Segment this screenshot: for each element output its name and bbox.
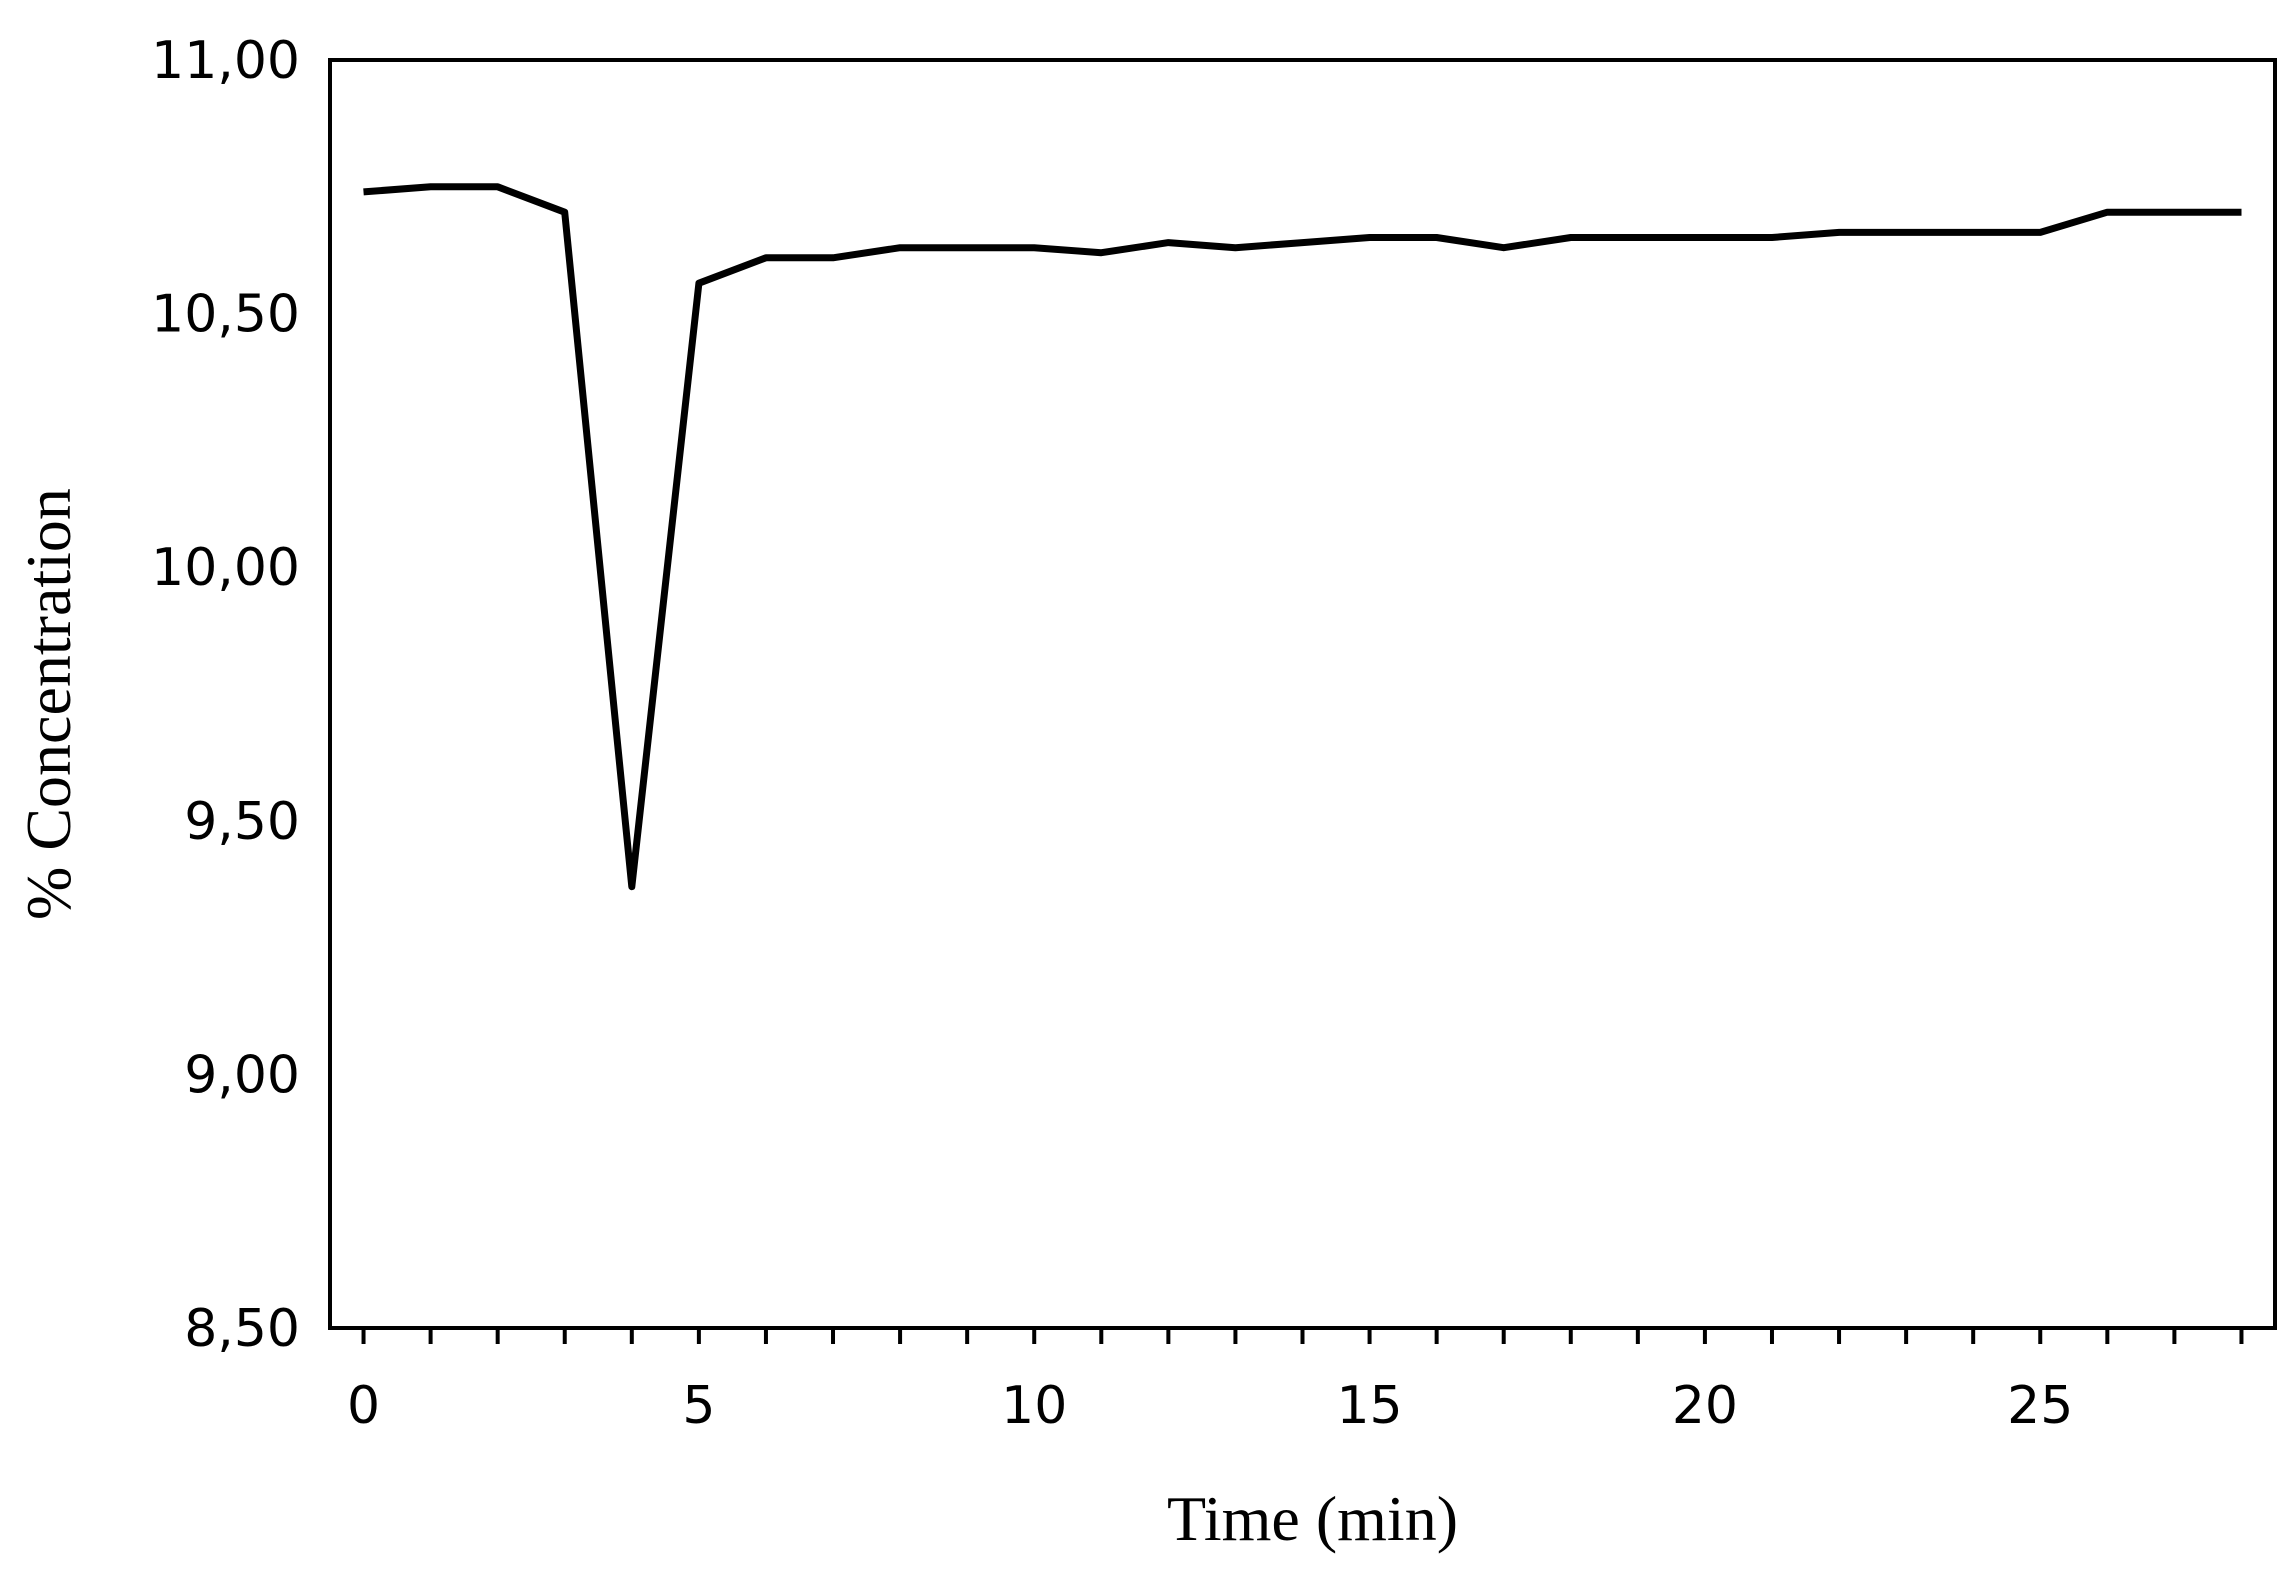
x-tick-labels: 0 5 10 15 20 25 [347, 1376, 2073, 1436]
y-tick-label: 11,00 [151, 31, 300, 91]
x-tick-label: 15 [1336, 1376, 1402, 1436]
y-tick-label: 10,00 [151, 538, 300, 598]
y-tick-label: 9,50 [184, 792, 300, 852]
x-tick-label: 10 [1001, 1376, 1067, 1436]
x-tick-label: 0 [347, 1376, 380, 1436]
x-tick-label: 25 [2007, 1376, 2073, 1436]
plot-area-frame [328, 58, 2277, 1330]
y-tick-label: 8,50 [184, 1299, 300, 1359]
y-tick-labels: 8,50 9,00 9,50 10,00 10,50 11,00 [151, 31, 300, 1359]
x-axis-title: Time (min) [1167, 1483, 1458, 1554]
x-tick-label: 5 [682, 1376, 715, 1436]
y-tick-label: 10,50 [151, 285, 300, 345]
x-tick-marks [361, 1328, 2244, 1344]
y-axis-title: % Concentration [13, 488, 84, 920]
x-tick-label: 20 [1672, 1376, 1738, 1436]
y-tick-label: 9,00 [184, 1045, 300, 1105]
series-line [363, 183, 2242, 891]
series-layer [363, 183, 2242, 891]
